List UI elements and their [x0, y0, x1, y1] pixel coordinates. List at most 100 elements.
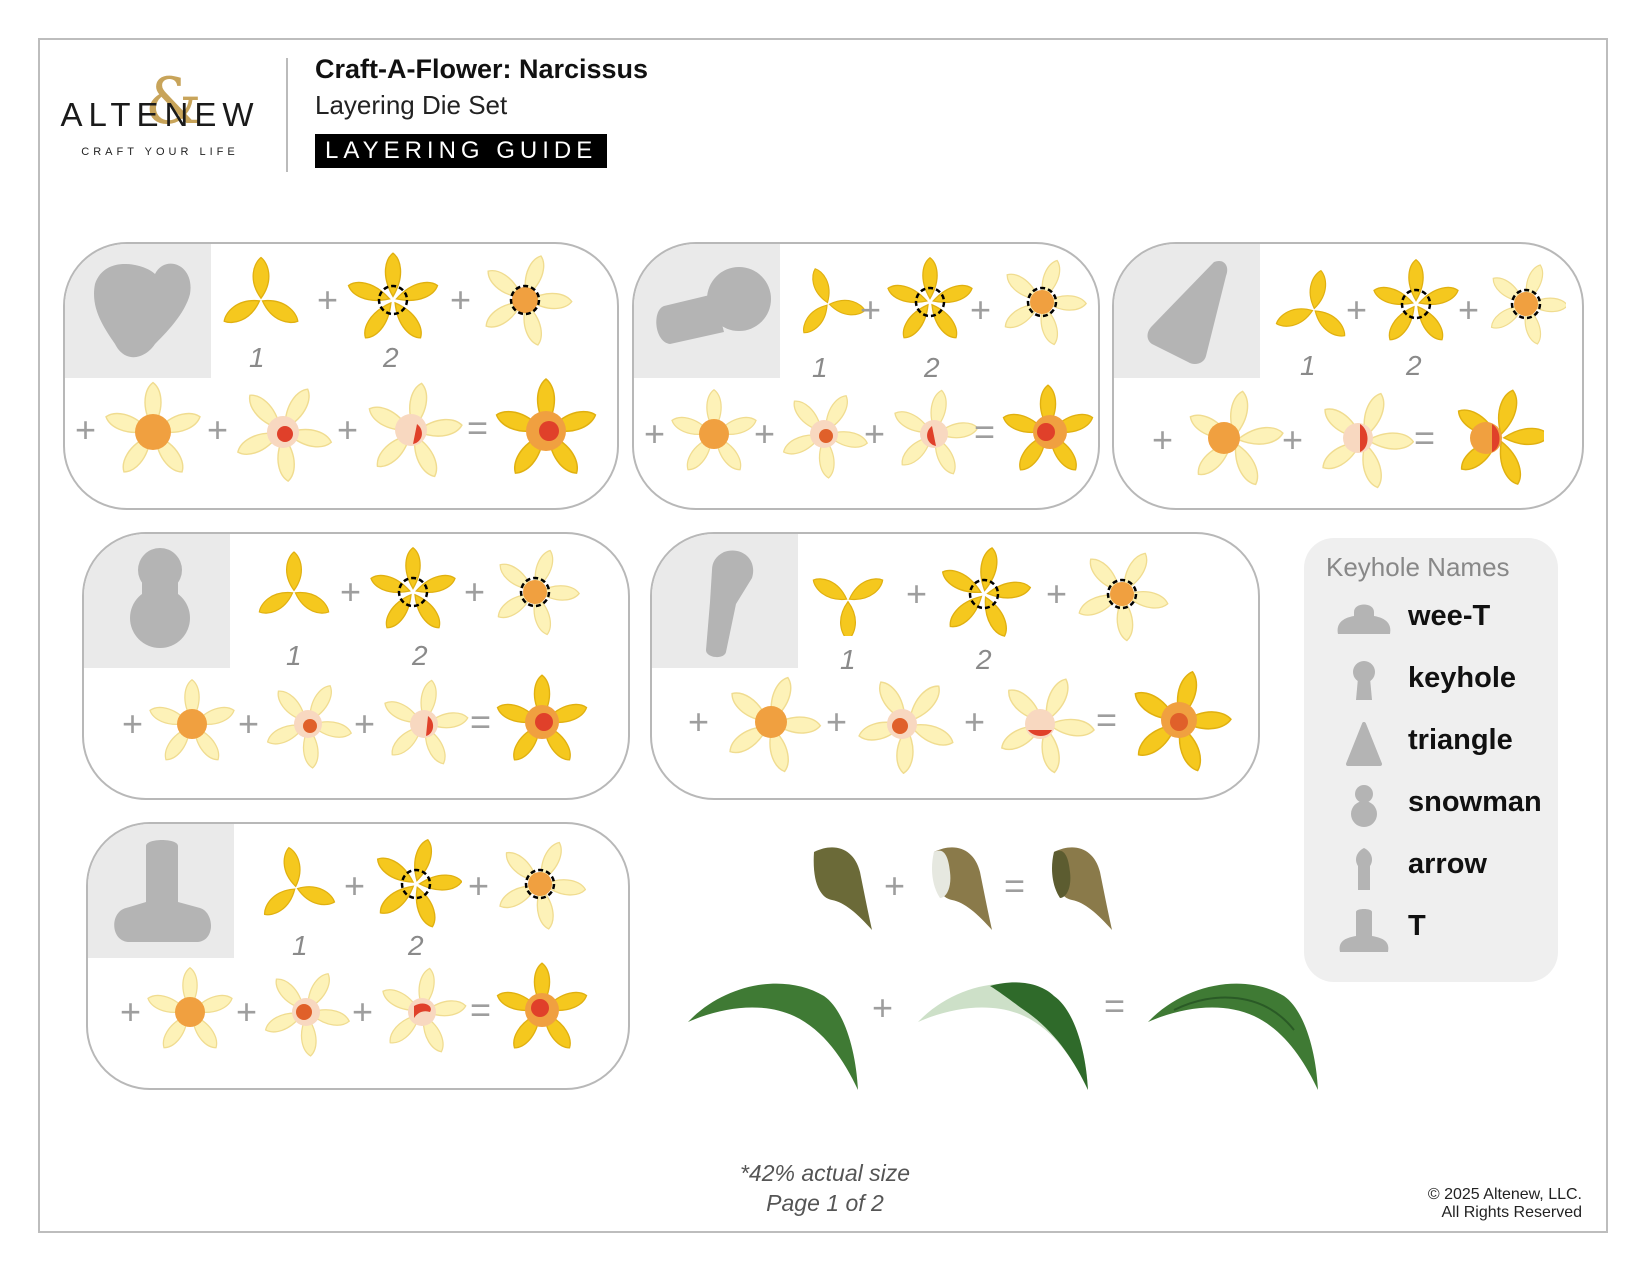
layer-4-cup	[147, 679, 237, 765]
triangle-icon	[1147, 260, 1228, 364]
plus-sign: +	[340, 571, 362, 612]
equals-sign: =	[974, 411, 996, 452]
plus-sign: +	[864, 413, 886, 454]
keyhole-box	[88, 824, 234, 958]
ampersand-mark: &	[145, 65, 202, 139]
plus-sign: +	[344, 865, 366, 906]
keyhole-icon	[656, 267, 771, 344]
equals-sign: =	[1096, 699, 1118, 740]
layer-2-petals	[368, 547, 458, 633]
layer-2-petals	[370, 836, 462, 932]
legend-label: T	[1408, 910, 1426, 942]
finished-flower	[493, 378, 599, 479]
panel-wee-T: + + 1 2 + + + =	[63, 242, 619, 510]
layer-5-corona	[1314, 384, 1414, 496]
layer-number-2: 2	[1406, 350, 1422, 381]
layer-1-petals	[1274, 263, 1354, 344]
equals-sign: =	[1414, 417, 1436, 458]
layer-3-petals	[996, 256, 1088, 348]
layer-number-2: 2	[924, 352, 940, 383]
plus-sign: +	[1458, 289, 1480, 330]
arrow-icon	[706, 550, 754, 658]
legend-title: Keyhole Names	[1326, 552, 1510, 582]
equals-sign: =	[1004, 865, 1026, 906]
layer-3-petals	[1482, 254, 1566, 354]
layer-5-stamen	[260, 966, 352, 1058]
layer-1-petals	[786, 258, 870, 341]
keyhole-box	[84, 534, 230, 668]
layer-4-cup	[669, 389, 759, 475]
husk-layer-2	[932, 847, 992, 930]
snowman-icon	[130, 548, 190, 648]
scale-note: *42% actual size	[739, 1160, 911, 1186]
layer-5-stamen	[231, 380, 335, 484]
layer-4-cup	[145, 967, 235, 1053]
brand-tagline: CRAFT YOUR LIFE	[81, 146, 239, 158]
keyhole-box	[1114, 244, 1260, 378]
panel-T: + + 1 2 + + + =	[86, 822, 630, 1090]
product-title: Craft-A-Flower: Narcissus	[315, 54, 649, 84]
T-icon	[114, 840, 211, 942]
layer-5-stamen	[778, 388, 870, 480]
plus-sign: +	[468, 865, 490, 906]
equals-sign: =	[1104, 985, 1126, 1026]
rights-reserved: All Rights Reserved	[1441, 1204, 1583, 1221]
layer-number-1: 1	[840, 644, 856, 675]
finished-flower	[494, 674, 590, 765]
equals-sign: =	[470, 701, 492, 742]
keyhole-icon	[1353, 661, 1375, 700]
layer-number-1: 1	[249, 342, 265, 373]
keyhole-box	[652, 534, 798, 668]
layer-number-2: 2	[408, 930, 424, 961]
plus-sign: +	[317, 279, 339, 320]
snowman-icon	[1351, 785, 1377, 827]
finished-flower	[494, 962, 590, 1053]
plus-sign: +	[464, 571, 486, 612]
leaf-layer-1	[688, 983, 858, 1090]
layer-5-stamen	[856, 674, 958, 774]
layer-3-petals	[477, 252, 573, 348]
layer-3-petals	[490, 546, 580, 638]
plus-sign: +	[236, 991, 258, 1032]
plus-sign: +	[754, 413, 776, 454]
layer-6-corona	[361, 380, 465, 484]
layer-1-petals	[805, 554, 894, 636]
layer-1-petals	[219, 256, 303, 329]
panel-triangle: + + 1 2 + + =	[1112, 242, 1584, 510]
wee-T-icon	[1337, 604, 1391, 634]
plus-sign: +	[238, 703, 260, 744]
copyright: © 2025 Altenew, LLC.	[1427, 1186, 1582, 1203]
plus-sign: +	[75, 409, 97, 450]
plus-sign: +	[1346, 289, 1368, 330]
layer-4-cup	[720, 674, 822, 774]
plus-sign: +	[970, 289, 992, 330]
layer-6-corona	[888, 388, 980, 480]
leaf-layer-2	[918, 982, 1088, 1090]
brand-name: ALTENEW	[60, 96, 260, 133]
plus-sign: +	[884, 865, 906, 906]
legend-label: snowman	[1408, 786, 1542, 818]
T-icon	[1339, 909, 1389, 952]
layer-4-cup	[1184, 384, 1284, 494]
layer-2-petals	[936, 546, 1032, 642]
layer-2-petals	[885, 257, 975, 343]
layer-1-petals	[255, 551, 333, 620]
layer-number-2: 2	[383, 342, 399, 373]
page-number: Page 1 of 2	[766, 1190, 884, 1216]
finished-flower	[1444, 380, 1544, 495]
layer-number-2: 2	[976, 644, 992, 675]
legend-label: arrow	[1408, 848, 1487, 880]
plus-sign: +	[1152, 419, 1174, 460]
keyhole-legend: Keyhole Names wee-T keyhole triangle sno…	[1304, 538, 1558, 982]
legend-label: triangle	[1408, 724, 1513, 756]
triangle-icon	[1346, 722, 1382, 766]
plus-sign: +	[688, 701, 710, 742]
layer-1-petals	[254, 840, 338, 923]
finished-flower	[1126, 670, 1232, 774]
equals-sign: =	[467, 407, 489, 448]
plus-sign: +	[122, 703, 144, 744]
altenew-logo: & ALTENEW CRAFT YOUR LIFE	[55, 70, 265, 170]
layer-number-2: 2	[412, 640, 428, 671]
plus-sign: +	[120, 991, 142, 1032]
husk-finished	[1052, 847, 1112, 930]
